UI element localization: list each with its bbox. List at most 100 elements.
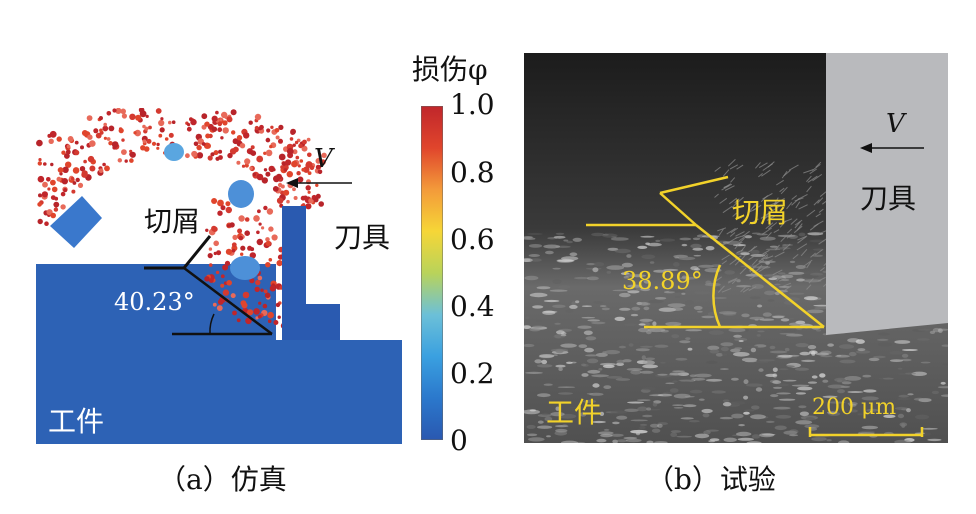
grain xyxy=(938,328,943,333)
grain xyxy=(782,379,797,382)
chip-particle xyxy=(240,245,246,251)
chip-particle xyxy=(232,310,237,316)
grain xyxy=(905,372,916,375)
grain xyxy=(678,379,695,382)
grain xyxy=(586,276,599,281)
grain xyxy=(558,285,571,290)
chip-particle xyxy=(168,132,174,138)
grain xyxy=(736,279,741,283)
chip-particle xyxy=(257,314,262,319)
chip-streak xyxy=(730,177,736,183)
chip-particle xyxy=(255,316,259,320)
grain xyxy=(774,283,781,286)
chip-particle xyxy=(41,191,48,198)
grain xyxy=(587,319,600,322)
chip-streak xyxy=(818,276,826,282)
chip-particle xyxy=(86,115,93,121)
chip-particle xyxy=(280,165,284,169)
grain xyxy=(772,380,782,385)
chip-streak xyxy=(742,288,750,293)
chip-particle xyxy=(66,144,71,149)
chip-particle xyxy=(270,125,274,129)
grain xyxy=(799,351,811,356)
chip-particle xyxy=(74,140,79,145)
chip-particle xyxy=(37,161,42,166)
grain xyxy=(777,354,793,358)
grain xyxy=(619,307,631,311)
chip-particle xyxy=(220,136,224,140)
chip-streak xyxy=(806,261,812,269)
exp-workpiece-label: 工件 xyxy=(546,396,603,429)
grain xyxy=(574,276,590,280)
grain xyxy=(523,343,535,348)
chip-particle xyxy=(244,217,250,222)
grain xyxy=(775,414,792,419)
grain xyxy=(623,276,629,279)
grain xyxy=(826,439,832,442)
exp-shear-angle-label: 38.89° xyxy=(622,267,703,295)
chip-streak xyxy=(820,267,825,272)
chip-streak xyxy=(761,254,769,260)
grain xyxy=(899,422,908,427)
chip-streak xyxy=(727,278,737,284)
grain xyxy=(672,404,684,407)
chip-particle xyxy=(240,252,244,256)
grain xyxy=(702,413,710,418)
grain xyxy=(822,379,829,383)
chip-particle xyxy=(205,228,209,232)
grain xyxy=(616,359,625,364)
caption-experiment: （b）试验 xyxy=(646,463,776,496)
chip-particle xyxy=(44,221,49,226)
grain xyxy=(749,296,761,300)
grain xyxy=(642,360,655,365)
chip-particle xyxy=(220,283,225,288)
grain xyxy=(784,347,790,352)
grain xyxy=(642,302,651,306)
grain xyxy=(772,386,783,389)
grain xyxy=(646,330,652,335)
grain xyxy=(685,329,702,332)
chip-particle xyxy=(289,137,294,141)
chip-particle xyxy=(290,128,296,135)
grain xyxy=(814,306,830,310)
shear-annotation xyxy=(586,175,924,437)
chip-streak xyxy=(782,243,791,251)
chip-particle xyxy=(313,197,319,203)
grain xyxy=(755,387,763,392)
chip-particle xyxy=(95,132,102,139)
grain xyxy=(659,238,676,242)
chip-particle xyxy=(293,196,298,200)
grain xyxy=(523,237,536,240)
grain xyxy=(751,434,761,439)
grain xyxy=(657,422,668,426)
grain xyxy=(670,266,683,269)
chip-particle xyxy=(307,171,312,175)
grain xyxy=(745,383,763,387)
chip-particle xyxy=(37,175,45,183)
chip-particle xyxy=(205,143,212,149)
chip-streak xyxy=(772,204,782,212)
grain xyxy=(577,325,592,329)
grain xyxy=(643,306,650,311)
grain xyxy=(555,406,560,411)
grain xyxy=(651,428,661,433)
grain xyxy=(736,285,752,288)
chip-particle xyxy=(108,141,113,146)
chip-streak xyxy=(783,169,791,177)
grain xyxy=(623,323,637,327)
chip-particle xyxy=(315,158,322,164)
grain xyxy=(653,269,667,273)
chip-particle xyxy=(217,121,223,127)
grain xyxy=(876,338,889,341)
chip-particle xyxy=(256,173,264,181)
grain xyxy=(607,247,619,251)
grain xyxy=(663,268,679,272)
chip-particle xyxy=(238,215,245,222)
chip-streak xyxy=(768,222,778,230)
colorbar-tick-label: 0.2 xyxy=(450,357,495,390)
grain xyxy=(798,232,806,237)
grain xyxy=(685,300,694,306)
chip-particle xyxy=(278,138,283,144)
chip-particle xyxy=(61,150,66,155)
grain xyxy=(622,359,632,363)
